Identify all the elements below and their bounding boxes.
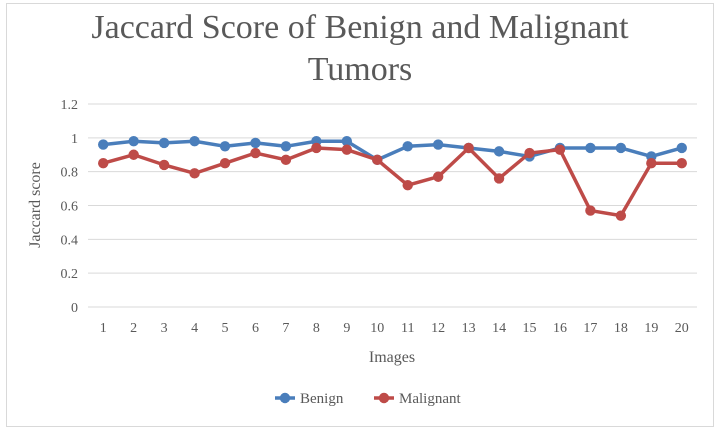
x-tick-label: 10 — [370, 321, 384, 336]
x-tick-label: 8 — [313, 321, 320, 336]
x-tick-label: 18 — [614, 321, 628, 336]
data-point-benign — [98, 139, 109, 150]
series-line-benign — [101, 139, 684, 162]
x-tick-label: 20 — [675, 321, 689, 336]
data-point-benign — [615, 142, 627, 154]
data-point-benign — [189, 136, 200, 147]
data-point-malignant — [524, 147, 535, 159]
legend-label-benign: Benign — [300, 391, 344, 407]
data-point-malignant — [341, 144, 353, 155]
data-point-benign — [341, 136, 353, 147]
chart-frame — [6, 3, 714, 427]
x-tick-label: 3 — [161, 321, 168, 336]
x-tick-label: 17 — [583, 321, 597, 336]
y-tick-label: 1 — [71, 132, 78, 147]
data-point-benign — [676, 142, 687, 154]
x-tick-label: 11 — [401, 321, 414, 336]
y-tick-label: 0.2 — [61, 267, 79, 282]
y-tick-label: 1.2 — [61, 98, 79, 113]
legend-label-malignant: Malignant — [399, 391, 461, 407]
series-group — [98, 136, 687, 221]
x-tick-label: 12 — [431, 321, 445, 336]
y-tick-label: 0.6 — [61, 200, 79, 215]
x-tick-label: 1 — [100, 321, 107, 336]
data-point-malignant — [158, 159, 170, 171]
data-point-malignant — [646, 158, 657, 169]
x-tick-label: 5 — [222, 321, 229, 336]
data-point-malignant — [615, 210, 627, 221]
chart-title-line-2: Tumors — [308, 51, 413, 88]
data-point-benign — [250, 137, 261, 149]
x-tick-label: 15 — [523, 321, 537, 336]
x-tick-label: 14 — [492, 321, 506, 336]
legend-marker-malignant — [378, 392, 390, 404]
data-point-malignant — [219, 158, 231, 169]
data-point-malignant — [98, 158, 109, 169]
x-tick-label: 16 — [553, 321, 567, 336]
data-point-malignant — [463, 142, 474, 154]
data-point-malignant — [128, 149, 139, 160]
data-point-malignant — [493, 173, 505, 184]
y-tick-label: 0.8 — [61, 166, 79, 181]
series-line-malignant — [101, 146, 684, 218]
legend: Benign Malignant — [275, 391, 461, 407]
data-point-benign — [158, 137, 170, 149]
x-axis-label: Images — [369, 349, 415, 366]
data-point-benign — [128, 136, 139, 147]
y-tick-label: 0.4 — [61, 233, 79, 248]
x-tick-label: 9 — [343, 321, 350, 336]
gridlines — [88, 103, 697, 308]
x-tick-label: 7 — [282, 321, 289, 336]
y-tick-label: 0 — [71, 301, 78, 316]
data-point-malignant — [311, 142, 322, 154]
x-tick-label: 2 — [130, 321, 137, 336]
x-tick-label: 4 — [191, 321, 198, 336]
data-point-malignant — [189, 168, 200, 179]
data-point-malignant — [250, 147, 261, 159]
data-point-benign — [432, 139, 444, 150]
data-point-benign — [585, 142, 596, 154]
y-axis-label: Jaccard score — [27, 162, 44, 248]
x-tick-label: 13 — [462, 321, 476, 336]
data-point-benign — [280, 141, 292, 152]
data-point-malignant — [402, 180, 413, 191]
x-tick-labels: 1 2 3 4 5 6 7 8 9 10 11 12 13 14 15 16 17 18 19 20 — [100, 321, 689, 336]
data-point-benign — [219, 141, 231, 152]
data-point-malignant — [372, 154, 383, 166]
data-point-malignant — [585, 205, 596, 216]
y-tick-labels: 0 0.2 0.4 0.6 0.8 1 1.2 — [61, 98, 79, 316]
data-point-benign — [493, 146, 505, 157]
chart-title-line-1: Jaccard Score of Benign and Malignant — [91, 9, 629, 46]
x-tick-label: 6 — [252, 321, 259, 336]
data-point-benign — [402, 141, 413, 152]
data-point-malignant — [280, 154, 292, 166]
x-tick-label: 19 — [644, 321, 658, 336]
legend-marker-benign — [279, 392, 291, 404]
data-point-malignant — [432, 171, 444, 182]
data-point-malignant — [554, 144, 566, 155]
data-point-malignant — [676, 158, 687, 169]
